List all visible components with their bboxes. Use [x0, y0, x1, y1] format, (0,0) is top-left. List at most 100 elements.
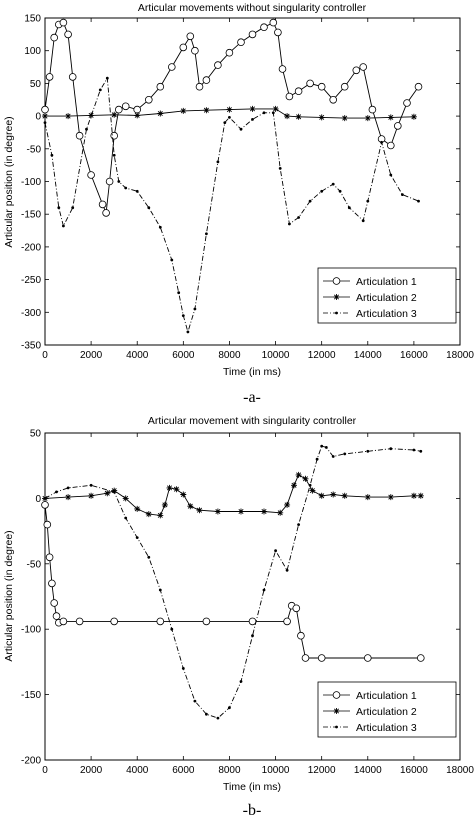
data-point-circle	[68, 73, 77, 81]
data-point-star	[276, 509, 284, 517]
data-point-dot	[262, 111, 266, 115]
data-point-circle	[363, 654, 372, 662]
data-point-circle	[202, 617, 211, 626]
chart-a-ylabel: Articular position (in degree)	[3, 116, 15, 247]
chart-b-legend-item-1: Articulation 1	[323, 690, 417, 702]
data-point-circle	[41, 501, 49, 509]
data-point-circle	[285, 92, 294, 101]
data-point-dot	[181, 667, 185, 670]
chart-a-caption: -a-	[243, 389, 261, 406]
data-point-dot	[181, 314, 185, 317]
x-tick-label: 4000	[126, 350, 149, 361]
legend-dot-marker	[335, 311, 338, 315]
data-point-star	[166, 484, 173, 492]
data-point-star	[225, 106, 233, 114]
data-point-dot	[193, 699, 197, 703]
data-point-dot	[223, 121, 227, 124]
data-point-dot	[135, 189, 139, 193]
x-tick-label: 0	[42, 350, 48, 361]
data-point-dot	[297, 523, 300, 526]
data-point-dot	[105, 76, 109, 80]
data-point-star	[161, 501, 169, 509]
data-point-star	[341, 114, 349, 122]
chart-a-ticks: 0 2000 4000 6000 8000 10000 12000 14000 16000 180…	[21, 14, 474, 362]
chart-a-legend-item-1: Articulation 1	[323, 276, 417, 288]
y-tick-label: 0	[35, 112, 41, 123]
data-point-dot	[216, 716, 220, 720]
data-point-circle	[110, 617, 118, 626]
data-point-dot	[347, 206, 351, 210]
y-tick-label: -300	[21, 308, 41, 319]
data-point-circle	[416, 654, 425, 662]
data-point-dot	[205, 712, 208, 716]
y-tick-label: 150	[24, 14, 41, 25]
data-point-circle	[317, 82, 326, 91]
y-tick-label: -50	[27, 144, 42, 155]
data-point-circle	[50, 33, 59, 42]
x-tick-label: 14000	[354, 350, 382, 361]
x-tick-label: 6000	[172, 765, 195, 776]
data-point-dot	[324, 446, 328, 449]
data-point-dot	[62, 224, 65, 228]
data-point-dot	[186, 330, 190, 334]
data-point-dot	[85, 127, 88, 131]
data-point-dot	[50, 153, 54, 157]
data-point-star	[64, 493, 72, 501]
chart-a-series	[41, 18, 423, 334]
data-point-dot	[366, 199, 370, 203]
data-point-circle	[195, 82, 204, 91]
data-point-circle	[191, 46, 199, 55]
data-point-circle	[48, 579, 56, 588]
data-point-circle	[292, 604, 301, 613]
data-point-circle	[115, 105, 123, 114]
data-point-circle	[297, 631, 305, 640]
data-point-dot	[98, 88, 102, 92]
data-point-circle	[352, 66, 361, 75]
data-point-circle	[294, 87, 303, 95]
x-tick-label: 16000	[400, 350, 428, 361]
data-point-circle	[269, 18, 278, 27]
data-point-circle	[168, 63, 176, 71]
data-point-star	[196, 506, 203, 514]
data-point-dot	[320, 444, 324, 448]
data-point-dot	[124, 516, 128, 520]
data-point-circle	[98, 200, 107, 209]
data-point-dot	[112, 153, 116, 157]
data-point-dot	[271, 111, 275, 115]
data-point-circle	[359, 63, 368, 71]
legend-star-marker	[333, 707, 340, 715]
data-point-star	[364, 493, 372, 501]
data-point-circle	[145, 96, 153, 104]
chart-b-legend-box	[317, 681, 457, 738]
data-point-circle	[329, 96, 338, 104]
chart-b-legend-label-1: Articulation 1	[356, 690, 417, 702]
data-point-dot	[338, 189, 342, 193]
data-point-dot	[205, 232, 208, 236]
data-point-star	[172, 485, 180, 493]
data-point-circle	[403, 99, 411, 107]
data-point-star	[122, 494, 130, 502]
data-point-star	[417, 492, 425, 500]
data-point-star	[103, 489, 111, 497]
data-point-dot	[285, 568, 289, 572]
data-point-circle	[75, 617, 84, 626]
data-point-circle	[248, 30, 257, 39]
data-point-circle	[133, 105, 141, 114]
chart-a-legend-label-1: Articulation 1	[356, 276, 417, 288]
chart-b-ylabel: Articular position (in degree)	[3, 530, 15, 661]
data-point-circle	[43, 520, 52, 529]
data-point-dot	[297, 216, 300, 219]
data-point-circle	[301, 654, 310, 662]
chart-b-series	[41, 444, 425, 720]
data-point-circle	[414, 82, 423, 91]
series-line	[44, 474, 421, 516]
y-tick-label: -50	[27, 559, 42, 570]
data-point-circle	[87, 171, 95, 179]
data-point-circle	[306, 79, 314, 88]
data-point-star	[387, 113, 395, 121]
x-tick-label: 10000	[262, 765, 290, 776]
series-articulation-1	[41, 18, 423, 217]
data-point-circle	[340, 82, 349, 91]
x-tick-label: 10000	[262, 350, 290, 361]
